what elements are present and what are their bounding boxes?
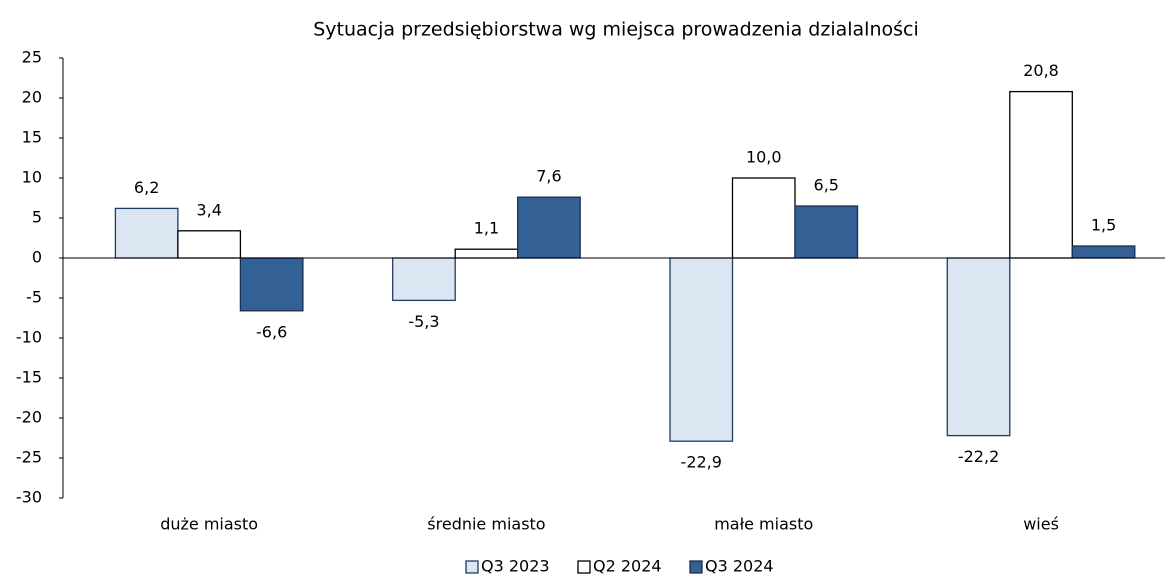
bar <box>239 257 304 312</box>
y-tick-label: 25 <box>22 48 42 67</box>
value-label: 1,1 <box>474 219 499 238</box>
value-label: -6,6 <box>256 322 287 341</box>
y-tick-label: 10 <box>22 168 42 187</box>
bar <box>1009 90 1073 259</box>
legend-label: Q3 2023 <box>481 557 550 576</box>
value-label: 1,5 <box>1091 216 1116 235</box>
y-tick-label: 0 <box>32 248 42 267</box>
chart-title: Sytuacja przedsiębiorstwa wg miejsca pro… <box>313 19 919 41</box>
value-label: 6,5 <box>814 176 839 195</box>
legend-label: Q2 2024 <box>593 557 662 576</box>
bar <box>114 207 179 259</box>
y-tick-label: -10 <box>16 328 42 347</box>
bar <box>669 257 734 442</box>
y-tick-label: -25 <box>16 448 42 467</box>
y-tick-label: 15 <box>22 128 42 147</box>
x-tick-label: średnie miasto <box>427 515 545 534</box>
bar <box>517 196 581 259</box>
bar <box>794 205 859 259</box>
x-tick-label: duże miasto <box>160 515 258 534</box>
y-tick-label: -15 <box>16 368 42 387</box>
x-tick-label: małe miasto <box>714 515 813 534</box>
legend-swatch <box>689 560 703 574</box>
value-label: 20,8 <box>1023 61 1059 80</box>
value-label: 6,2 <box>134 178 159 197</box>
bar <box>454 248 519 259</box>
bar <box>946 257 1011 437</box>
y-tick-label: 5 <box>32 208 42 227</box>
bar <box>731 177 796 259</box>
y-tick-label: -30 <box>16 488 42 507</box>
y-tick-label: -5 <box>26 288 42 307</box>
value-label: -5,3 <box>408 312 439 331</box>
bar <box>1071 245 1136 259</box>
bar <box>177 230 242 259</box>
y-tick-label: 20 <box>22 88 42 107</box>
value-label: 3,4 <box>196 200 221 219</box>
legend-swatch <box>465 560 479 574</box>
x-tick-label: wieś <box>1023 515 1059 534</box>
value-label: 10,0 <box>746 148 782 167</box>
value-label: 7,6 <box>536 167 561 186</box>
legend-swatch <box>577 560 591 574</box>
y-tick-label: -20 <box>16 408 42 427</box>
value-label: -22,2 <box>958 447 999 466</box>
legend-label: Q3 2024 <box>705 557 774 576</box>
bar <box>392 257 456 302</box>
value-label: -22,9 <box>681 453 722 472</box>
